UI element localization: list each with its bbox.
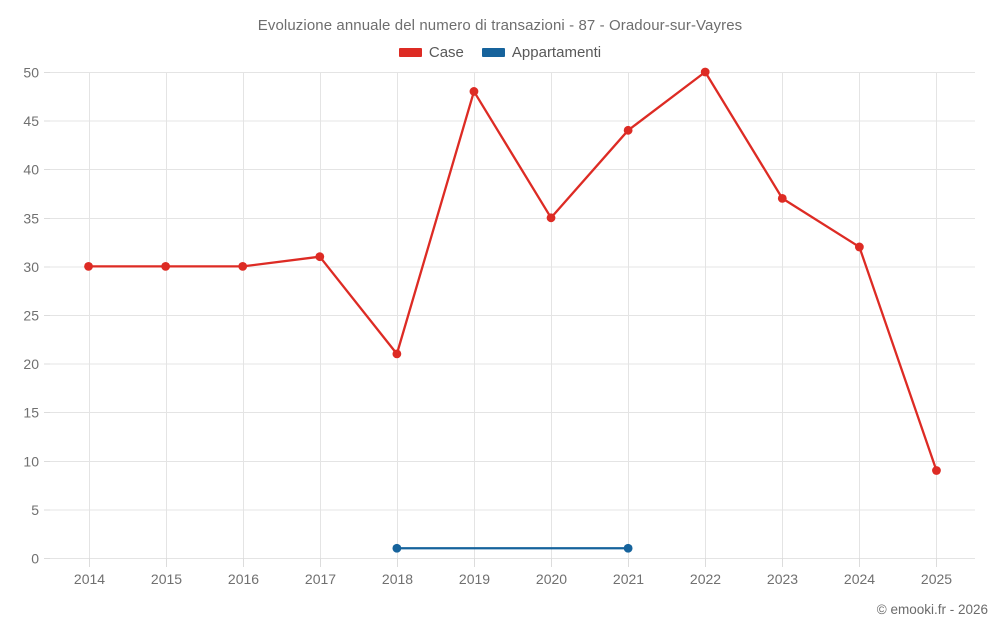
legend-swatch-appartamenti [481,48,505,57]
data-point-case[interactable] [777,193,787,203]
y-axis-tick-labels: 0 5 10 15 20 25 30 35 40 45 50 [23,65,39,567]
y-axis-tick-label: 50 [23,65,39,81]
data-point-case[interactable] [932,466,941,475]
data-point-case[interactable] [469,87,479,96]
y-axis-tick-label: 20 [23,356,39,372]
y-axis-tick-label: 35 [23,210,39,226]
data-point-case[interactable] [623,125,633,135]
y-axis-tick-label: 5 [31,502,39,518]
y-axis-tick-label: 10 [23,453,39,469]
legend-swatch-case [398,48,422,57]
y-axis-tick-label: 15 [23,405,39,421]
x-axis-tick-label: 2025 [921,571,952,587]
data-point-case[interactable] [161,262,171,271]
y-axis-tick-label: 45 [23,113,39,129]
x-axis-tick-label: 2023 [767,571,798,587]
data-point-case[interactable] [238,262,248,271]
legend-item-appartamenti[interactable]: Appartamenti [481,44,602,61]
y-axis-tick-label: 40 [23,162,39,178]
x-axis-tick-label: 2015 [151,571,182,587]
data-point-appartamenti[interactable] [623,543,633,553]
x-axis-tick-label: 2017 [305,571,336,587]
x-axis-tick-label: 2016 [228,571,259,587]
y-axis-tick-label: 0 [31,551,39,567]
data-point-case[interactable] [392,349,402,359]
y-axis-tick-label: 30 [23,259,39,275]
x-axis-tick-label: 2021 [613,571,644,587]
chart-title: Evoluzione annuale del numero di transaz… [257,17,743,34]
x-axis-tick-label: 2019 [459,571,490,587]
grid-lines [44,72,975,567]
credit-text: © emooki.fr - 2026 [876,602,988,617]
data-point-case[interactable] [546,213,556,223]
data-point-case[interactable] [854,242,864,252]
legend-item-case[interactable]: Case [398,44,464,61]
series-line-case [87,70,938,472]
x-axis-tick-label: 2014 [74,571,105,587]
x-axis-tick-label: 2018 [382,571,413,587]
x-axis-tick-label: 2020 [536,571,567,587]
data-point-case[interactable] [700,67,710,77]
chart-legend: Case Appartamenti [0,44,1000,61]
data-series-layer [84,67,941,553]
legend-label-case: Case [428,44,464,61]
x-axis-tick-label: 2024 [844,571,875,587]
y-axis-tick-label: 25 [23,308,39,324]
data-point-case[interactable] [84,262,93,271]
x-axis-tick-label: 2022 [690,571,721,587]
legend-label-appartamenti: Appartamenti [511,44,602,61]
data-point-appartamenti[interactable] [392,543,402,553]
x-axis-tick-labels: 2014 2015 2016 2017 2018 2019 2020 2021 2022 2023… [74,571,952,587]
data-point-case[interactable] [315,252,325,262]
